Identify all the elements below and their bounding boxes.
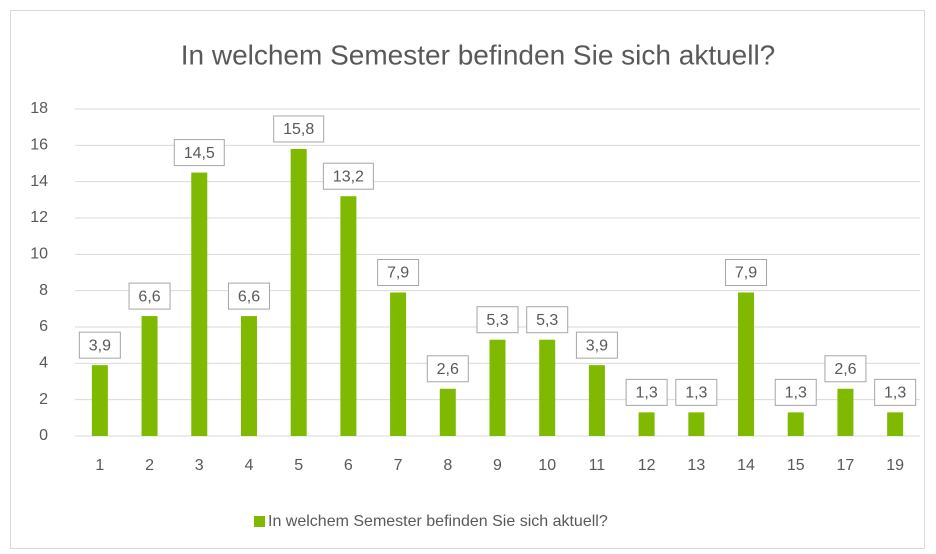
- data-label: 1,3: [785, 385, 807, 402]
- bar: [887, 412, 904, 436]
- bar: [837, 388, 854, 436]
- y-tick-label: 8: [39, 282, 48, 299]
- data-label: 5,3: [486, 312, 508, 329]
- x-tick-label: 13: [687, 457, 705, 474]
- data-label: 6,6: [238, 288, 260, 305]
- y-tick-label: 10: [30, 246, 48, 263]
- data-label-box: [774, 378, 817, 406]
- bar: [539, 339, 556, 436]
- bar: [489, 339, 506, 436]
- data-label: 2,6: [834, 361, 856, 378]
- y-tick-label: 6: [39, 318, 48, 335]
- data-label-box: [322, 162, 374, 190]
- bar: [588, 365, 605, 436]
- data-label: 1,3: [884, 385, 906, 402]
- bar: [191, 172, 208, 437]
- y-tick-label: 0: [39, 427, 48, 444]
- bar: [738, 292, 755, 436]
- chart-title: In welchem Semester befinden Sie sich ak…: [181, 39, 776, 70]
- x-tick-label: 7: [394, 457, 403, 474]
- y-tick-label: 14: [30, 173, 48, 190]
- data-label: 13,2: [333, 168, 364, 185]
- bar: [688, 412, 705, 436]
- data-label-box: [227, 282, 270, 310]
- data-label: 3,9: [586, 337, 608, 354]
- x-tick-label: 3: [195, 457, 204, 474]
- data-label: 6,6: [138, 288, 160, 305]
- x-tick-label: 10: [538, 457, 556, 474]
- data-label: 2,6: [437, 361, 459, 378]
- y-tick-label: 12: [30, 209, 48, 226]
- x-tick-label: 11: [589, 457, 606, 474]
- data-label-box: [377, 258, 420, 286]
- data-label-box: [273, 115, 325, 143]
- data-label: 3,9: [89, 337, 111, 354]
- x-tick-label: 8: [443, 457, 452, 474]
- x-tick-label: 5: [294, 457, 303, 474]
- legend-swatch: [254, 516, 265, 527]
- data-label: 7,9: [387, 265, 409, 282]
- bar: [390, 292, 407, 436]
- legend-label: In welchem Semester befinden Sie sich ak…: [268, 513, 608, 530]
- data-label-box: [476, 306, 519, 334]
- bar: [141, 316, 158, 436]
- data-label-box: [128, 282, 171, 310]
- x-tick-label: 9: [493, 457, 502, 474]
- x-tick-label: 12: [638, 457, 656, 474]
- bar: [290, 148, 307, 436]
- data-label-box: [625, 378, 668, 406]
- y-tick-label: 2: [39, 391, 48, 408]
- chart-border: [10, 10, 925, 549]
- bar: [787, 412, 804, 436]
- data-label-box: [575, 331, 618, 359]
- data-label: 15,8: [283, 121, 314, 138]
- data-label-box: [824, 355, 867, 383]
- data-label-box: [526, 306, 569, 334]
- data-label-box: [675, 378, 718, 406]
- bar: [340, 196, 357, 436]
- data-label: 5,3: [536, 312, 558, 329]
- data-label-box: [78, 331, 121, 359]
- data-label-box: [874, 378, 917, 406]
- x-tick-label: 17: [837, 457, 855, 474]
- data-label-box: [725, 258, 768, 286]
- data-label: 1,3: [635, 385, 657, 402]
- bar: [439, 388, 456, 436]
- x-tick-label: 14: [737, 457, 755, 474]
- data-label: 7,9: [735, 265, 757, 282]
- bar: [91, 365, 108, 436]
- x-tick-label: 19: [886, 457, 904, 474]
- bar: [638, 412, 655, 436]
- x-tick-label: 2: [145, 457, 154, 474]
- y-tick-label: 18: [30, 100, 48, 117]
- bar: [240, 316, 257, 436]
- data-label-box: [173, 139, 225, 167]
- x-tick-label: 15: [787, 457, 805, 474]
- x-tick-label: 1: [95, 457, 104, 474]
- x-tick-label: 6: [344, 457, 353, 474]
- data-label: 1,3: [685, 385, 707, 402]
- y-tick-label: 4: [39, 355, 48, 372]
- y-tick-label: 16: [30, 137, 48, 154]
- data-label: 14,5: [184, 145, 215, 162]
- data-label-box: [426, 355, 469, 383]
- x-tick-label: 4: [245, 457, 254, 474]
